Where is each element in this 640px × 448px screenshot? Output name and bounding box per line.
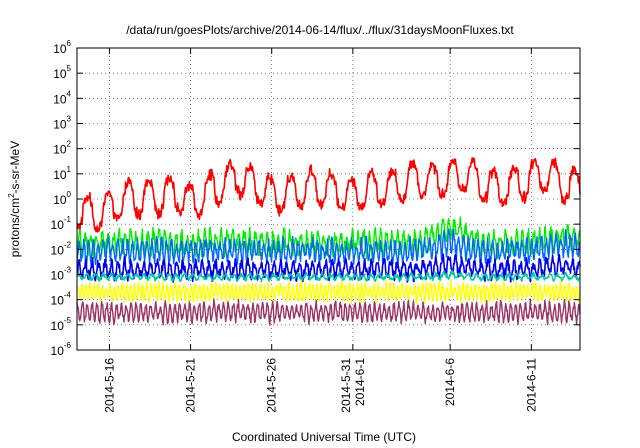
series-line-1: [76, 157, 581, 233]
y-axis-label: protons/cm2-s-sr-MeV: [7, 141, 22, 257]
y-tick-label: 10-4: [51, 291, 72, 308]
y-tick-label: 10-5: [51, 316, 72, 333]
tick-group: 10-6 10-5 10-4 10-3 10-2 10-1 100 101 102 103 104 1…: [51, 39, 580, 413]
chart-title: /data/run/goesPlots/archive/2014-06-14/f…: [126, 23, 514, 37]
y-tick-label: 100: [53, 190, 71, 207]
series-line-6: [76, 279, 581, 305]
x-tick-label: 2014-5-31: [339, 358, 353, 413]
y-tick-label: 10-6: [51, 341, 72, 358]
y-tick-label: 106: [53, 39, 71, 56]
y-tick-label: 10-2: [51, 240, 72, 257]
y-axis-label-sup: 2: [7, 193, 16, 198]
x-axis-label: Coordinated Universal Time (UTC): [232, 430, 416, 444]
x-tick-label: 2014-6-1: [353, 358, 367, 406]
series-line-3: [76, 228, 581, 267]
y-tick-label: 102: [53, 140, 71, 157]
y-tick-label: 10-1: [51, 215, 72, 232]
x-tick-label: 2014-5-26: [265, 358, 279, 413]
x-tick-label: 2014-5-21: [184, 358, 198, 413]
x-tick-label: 2014-5-16: [102, 358, 116, 413]
y-tick-label: 104: [53, 89, 71, 106]
y-tick-label: 105: [53, 64, 71, 81]
x-tick-label: 2014-6-11: [524, 358, 538, 412]
y-tick-label: 101: [53, 165, 71, 182]
y-axis-label-main: protons/cm: [8, 198, 22, 257]
series-line-7: [76, 298, 581, 326]
x-tick-label: 2014-6-6: [443, 358, 457, 406]
y-tick-label: 10-3: [51, 266, 72, 283]
series-group: [76, 157, 581, 326]
svg-text:protons/cm2-s-sr-MeV: protons/cm2-s-sr-MeV: [7, 141, 22, 257]
series-line-5: [76, 270, 581, 283]
y-tick-label: 103: [53, 115, 71, 132]
y-axis-label-rest: -s-sr-MeV: [8, 141, 22, 194]
